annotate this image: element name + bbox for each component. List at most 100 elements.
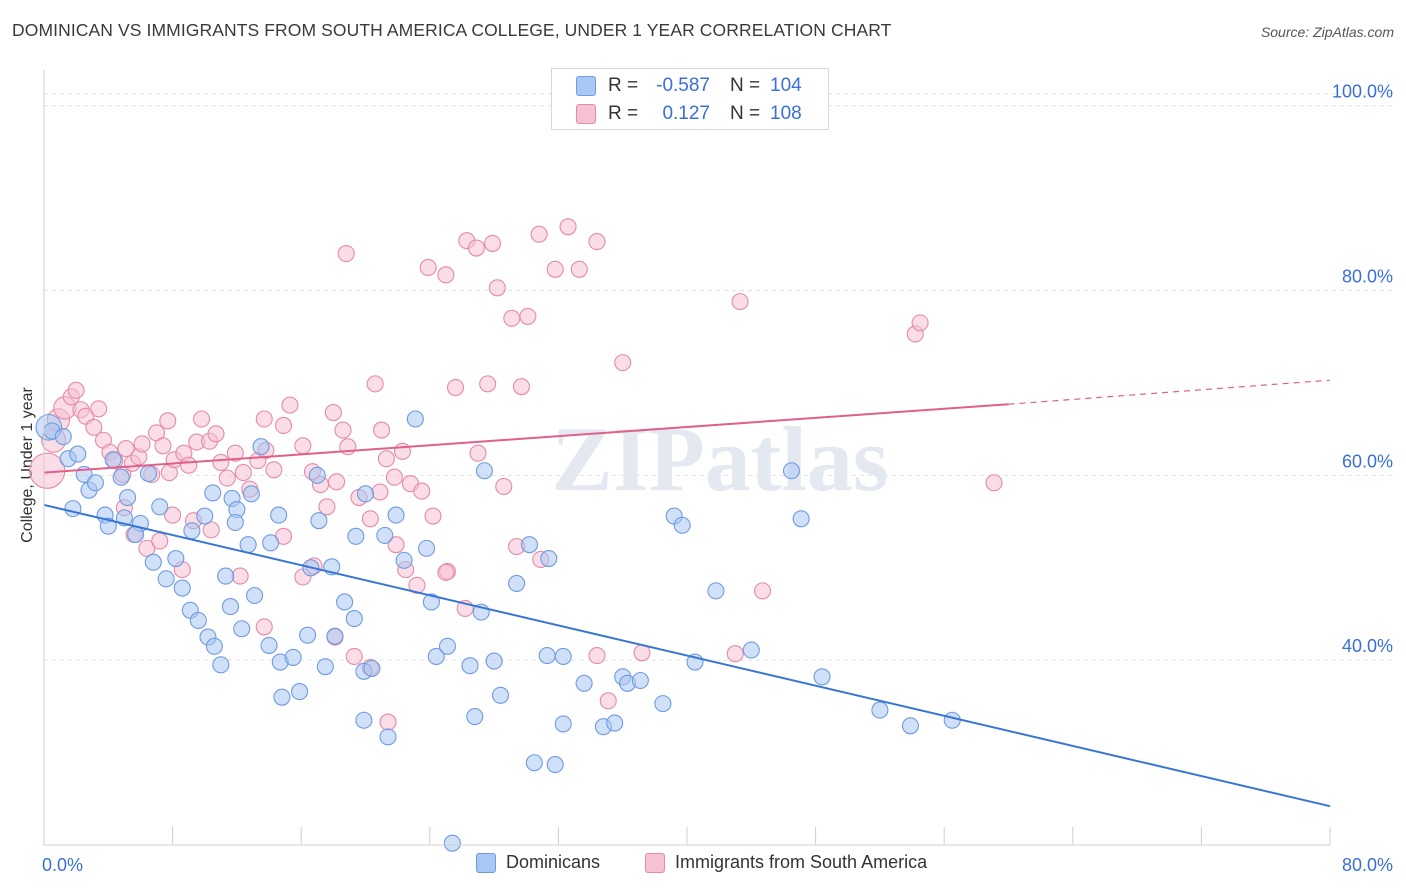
data-point-immigrants xyxy=(413,482,431,500)
data-point-dominicans xyxy=(284,648,302,666)
data-point-immigrants xyxy=(467,239,485,257)
data-point-dominicans xyxy=(782,462,801,480)
legend-item-dominicans[interactable]: Dominicans xyxy=(476,852,600,873)
data-point-dominicans xyxy=(376,526,394,544)
data-point-immigrants xyxy=(385,468,403,486)
data-point-dominicans xyxy=(336,593,354,611)
data-point-dominicans xyxy=(525,754,543,772)
data-point-immigrants xyxy=(294,437,312,455)
data-point-immigrants xyxy=(334,421,352,439)
axis-layer: 40.0% 60.0% 80.0% 100.0% 0.0% 80.0% xyxy=(42,70,1393,875)
stats-row-immigrants: R = 0.127 N = 108 xyxy=(552,100,802,128)
bottom-legend: Dominicans Immigrants from South America xyxy=(0,852,1406,876)
trendline-dominicans xyxy=(43,503,1331,808)
data-point-immigrants xyxy=(234,464,252,482)
data-point-dominicans xyxy=(554,715,572,733)
data-point-immigrants xyxy=(255,618,273,636)
data-point-dominicans xyxy=(119,488,137,507)
data-point-dominicans xyxy=(196,507,214,525)
data-point-dominicans xyxy=(205,637,223,655)
data-point-dominicans xyxy=(427,647,445,666)
x-tick-label: 80.0% xyxy=(1342,855,1393,875)
data-point-dominicans xyxy=(308,466,326,484)
blue-swatch xyxy=(576,76,596,96)
data-point-dominicans xyxy=(291,683,309,701)
data-point-immigrants xyxy=(85,418,103,436)
data-point-dominicans xyxy=(189,611,207,629)
data-point-immigrants xyxy=(469,444,487,462)
data-point-dominicans xyxy=(183,522,201,540)
y-tick-label: 60.0% xyxy=(1342,451,1393,471)
data-point-dominicans xyxy=(86,474,104,492)
data-point-immigrants xyxy=(366,375,384,393)
data-point-immigrants xyxy=(437,563,455,581)
data-point-immigrants xyxy=(546,260,564,278)
data-point-immigrants xyxy=(90,400,108,418)
data-point-dominicans xyxy=(233,620,251,638)
data-point-dominicans xyxy=(64,500,82,518)
data-point-immigrants xyxy=(202,521,220,539)
data-point-dominicans xyxy=(316,658,334,676)
data-point-immigrants xyxy=(726,645,744,663)
data-point-dominicans xyxy=(387,506,405,524)
data-point-immigrants xyxy=(138,539,156,557)
data-point-dominicans xyxy=(538,647,556,665)
data-point-dominicans xyxy=(262,534,280,552)
r-value: -0.587 xyxy=(656,75,710,96)
chart-title: DOMINICAN VS IMMIGRANTS FROM SOUTH AMERI… xyxy=(12,20,892,40)
stats-row-dominicans: R = -0.587 N = 104 xyxy=(552,72,802,100)
data-point-dominicans xyxy=(606,714,624,732)
data-point-immigrants xyxy=(164,506,182,524)
legend-label: Immigrants from South America xyxy=(675,852,928,872)
data-point-immigrants xyxy=(408,576,426,594)
data-point-dominicans xyxy=(112,468,130,486)
data-point-immigrants xyxy=(180,456,198,474)
data-point-immigrants xyxy=(437,266,455,284)
data-point-dominicans xyxy=(379,728,397,746)
data-point-immigrants xyxy=(512,378,530,396)
data-point-dominicans xyxy=(395,551,413,569)
data-point-dominicans xyxy=(151,498,169,516)
data-point-immigrants xyxy=(614,354,632,372)
data-point-immigrants xyxy=(212,453,230,471)
data-point-dominicans xyxy=(491,686,510,704)
data-point-dominicans xyxy=(242,485,260,503)
data-point-dominicans xyxy=(443,834,461,852)
data-point-immigrants xyxy=(488,279,506,297)
data-point-immigrants xyxy=(393,442,412,460)
data-point-dominicans xyxy=(742,641,760,659)
data-point-dominicans xyxy=(54,427,72,446)
y-tick-label: 100.0% xyxy=(1332,82,1393,102)
data-point-dominicans xyxy=(466,708,484,726)
n-value: 108 xyxy=(770,103,802,124)
r-value: 0.127 xyxy=(662,103,710,124)
data-point-immigrants xyxy=(588,647,606,665)
legend-item-immigrants[interactable]: Immigrants from South America xyxy=(645,852,927,873)
data-point-dominicans xyxy=(347,527,365,545)
data-point-immigrants xyxy=(570,260,588,278)
data-point-immigrants xyxy=(373,421,391,439)
data-point-immigrants xyxy=(377,450,395,468)
data-point-immigrants xyxy=(495,477,513,496)
data-point-immigrants xyxy=(530,225,548,243)
data-point-immigrants xyxy=(361,510,379,528)
data-point-immigrants xyxy=(265,461,283,479)
data-point-dominicans xyxy=(475,462,494,480)
data-point-dominicans xyxy=(299,626,317,644)
r-label: R = xyxy=(608,103,639,124)
data-point-immigrants xyxy=(226,444,244,462)
data-point-dominicans xyxy=(260,636,278,654)
data-point-dominicans xyxy=(871,701,889,719)
data-point-dominicans xyxy=(345,610,363,628)
data-point-immigrants xyxy=(328,473,346,491)
data-point-dominicans xyxy=(355,711,373,729)
data-point-dominicans xyxy=(631,671,649,690)
data-point-dominicans xyxy=(273,688,291,706)
data-point-immigrants xyxy=(318,498,336,516)
data-point-dominicans xyxy=(422,593,440,611)
data-point-dominicans xyxy=(461,657,479,675)
data-point-dominicans xyxy=(901,717,919,735)
pink-swatch xyxy=(645,852,665,873)
data-point-immigrants xyxy=(159,412,177,430)
